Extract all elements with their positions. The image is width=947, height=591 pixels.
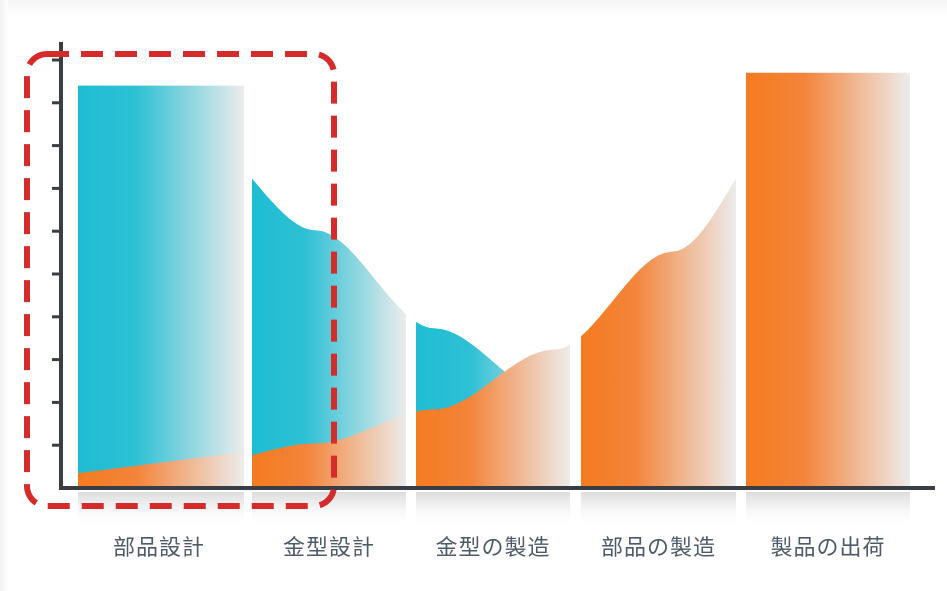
stage-label-4: 部品の製造 <box>600 536 716 561</box>
stage-label-2: 金型設計 <box>282 536 375 561</box>
stage-4-orange-area <box>581 178 736 486</box>
stage-1-reflection <box>78 492 244 528</box>
frame-top-shade <box>0 0 947 16</box>
stage-2-orange-area <box>252 414 406 486</box>
stage-2-blue-area <box>252 178 406 486</box>
stage-3-reflection <box>416 492 570 528</box>
stage-1-orange-area <box>78 451 244 486</box>
frame-left-shade <box>0 0 8 591</box>
stage-5-reflection <box>746 492 910 528</box>
stage-label-1: 部品設計 <box>112 536 205 561</box>
stage-4-reflection <box>581 492 736 528</box>
stage-1-blue-area <box>78 85 244 486</box>
stage-3-orange-area <box>416 344 570 486</box>
stage-label-3: 金型の製造 <box>435 536 551 561</box>
design-phase-highlight-box <box>24 51 337 509</box>
stage-label-5: 製品の出荷 <box>770 536 886 561</box>
stage-5-orange-area <box>746 72 910 487</box>
